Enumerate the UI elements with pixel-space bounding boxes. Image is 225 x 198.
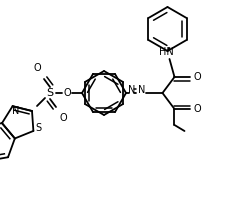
Text: O: O [33,63,41,73]
Text: O: O [63,88,70,98]
Text: S: S [46,88,53,98]
Text: N: N [12,106,19,116]
Text: S: S [35,123,41,133]
Text: O: O [59,113,67,123]
Text: N: N [137,85,144,95]
Text: O: O [193,104,200,114]
Text: N: N [127,85,135,95]
Text: HN: HN [158,47,173,57]
Text: O: O [193,72,200,82]
